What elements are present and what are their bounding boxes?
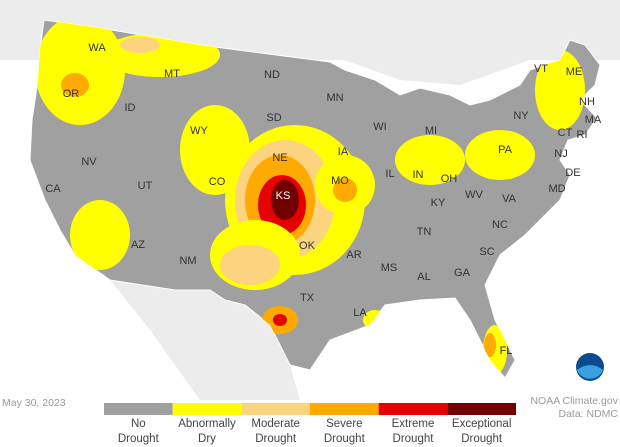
legend-swatch [172, 403, 242, 415]
state-label: TN [417, 226, 432, 238]
state-label: IA [338, 146, 349, 158]
state-label: KS [276, 190, 291, 202]
state-label: TX [300, 292, 315, 304]
state-labels: WA OR CA NV ID MT WY UT AZ NM CO ND SD N… [45, 42, 602, 357]
date: May 30, 2023 [2, 397, 66, 409]
state-label: CT [558, 127, 573, 139]
state-label: ID [125, 102, 136, 114]
state-label: NV [81, 156, 97, 168]
mexico [110, 280, 300, 400]
state-label: SD [266, 112, 281, 124]
legend-label: Drought [324, 433, 366, 445]
legend-label: Drought [461, 433, 503, 445]
state-label: WI [373, 121, 386, 133]
legend-label: No [131, 418, 146, 430]
state-label: OR [63, 88, 80, 100]
state-label: VA [502, 193, 517, 205]
state-label: NJ [554, 148, 567, 160]
state-label: CA [45, 183, 61, 195]
state-label: MT [164, 68, 180, 80]
state-label: AR [346, 249, 361, 261]
state-label: NE [272, 152, 287, 164]
state-label: VT [534, 63, 548, 75]
state-label: KY [431, 197, 446, 209]
legend-swatch [447, 403, 516, 415]
state-label: OK [299, 240, 316, 252]
state-label: IN [413, 169, 424, 181]
state-label: NH [579, 96, 595, 108]
state-label: SC [479, 246, 494, 258]
state-label: ND [264, 69, 280, 81]
state-label: PA [498, 144, 513, 156]
state-label: FL [500, 345, 513, 357]
legend-label: Abnormally [178, 418, 236, 430]
state-label: RI [577, 129, 588, 141]
legend-label: Drought [118, 433, 160, 445]
state-label: OH [441, 173, 458, 185]
state-label: NC [492, 219, 508, 231]
legend-swatch [241, 403, 310, 415]
legend-label: Extreme [392, 418, 435, 430]
state-label: IL [385, 168, 394, 180]
state-label: MD [548, 183, 565, 195]
state-label: GA [454, 267, 471, 279]
legend-label: Drought [255, 433, 297, 445]
state-label: MN [326, 92, 343, 104]
credit: NOAA Climate.gov [530, 395, 618, 407]
canada [0, 0, 620, 85]
legend-label: Dry [198, 433, 216, 445]
legend-label: Moderate [251, 418, 300, 430]
drought-areas [35, 20, 585, 375]
state-label: WV [465, 189, 483, 201]
legend-swatch [378, 403, 448, 415]
legend-label: Exceptional [452, 418, 511, 430]
state-label: DE [565, 167, 580, 179]
legend: No Drought Abnormally Dry Moderate Drought Sev… [104, 403, 516, 445]
legend-label: Drought [393, 433, 435, 445]
state-label: UT [138, 180, 153, 192]
state-label: MI [425, 125, 437, 137]
state-label: ME [566, 66, 583, 78]
legend-swatch [104, 403, 173, 415]
state-label: MS [381, 262, 398, 274]
state-label: WY [190, 125, 208, 137]
legend-label: Severe [326, 418, 362, 430]
state-label: MO [331, 175, 349, 187]
noaa-logo [576, 353, 604, 381]
state-label: MA [585, 114, 602, 126]
state-label: WA [88, 42, 106, 54]
state-label: NM [179, 255, 196, 267]
state-label: NY [513, 110, 529, 122]
neighbors [0, 0, 620, 400]
state-label: LA [353, 307, 367, 319]
state-label: AL [417, 271, 430, 283]
credit: Data: NDMC [558, 408, 618, 420]
state-label: AZ [131, 239, 145, 251]
legend-swatch [310, 403, 379, 415]
state-label: CO [209, 176, 226, 188]
